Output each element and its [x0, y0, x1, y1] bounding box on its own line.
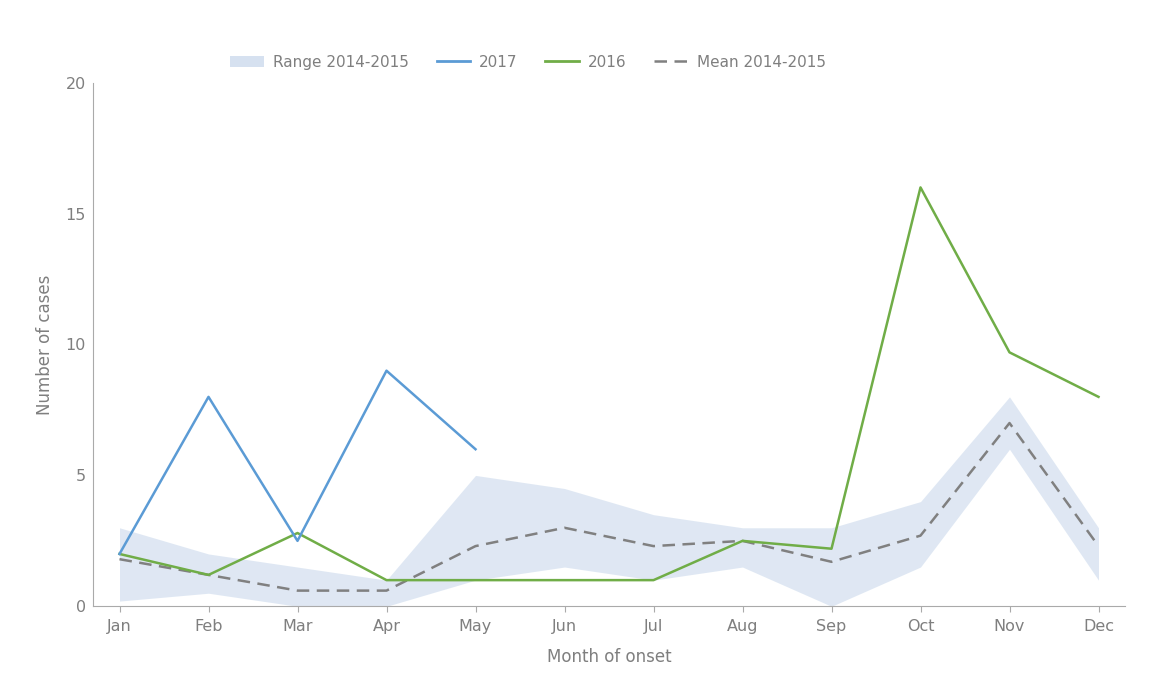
- 2016: [202, 570, 216, 579]
- 2017: [290, 537, 304, 545]
- Mean 2014-2015: [646, 542, 660, 551]
- Line: 2017: 2017: [119, 371, 476, 554]
- Mean 2014-2015: [1092, 542, 1105, 551]
- 2016: [825, 544, 839, 553]
- Mean 2014-2015: [202, 570, 216, 579]
- Mean 2014-2015: [1002, 419, 1016, 427]
- Line: 2016: 2016: [119, 187, 1099, 580]
- 2016: [379, 576, 393, 584]
- 2016: [1092, 393, 1105, 401]
- 2016: [1002, 348, 1016, 356]
- Mean 2014-2015: [290, 586, 304, 595]
- Mean 2014-2015: [735, 537, 749, 545]
- Mean 2014-2015: [379, 586, 393, 595]
- 2017: [379, 367, 393, 375]
- Mean 2014-2015: [558, 524, 572, 532]
- Mean 2014-2015: [914, 531, 928, 539]
- Mean 2014-2015: [825, 557, 839, 566]
- 2016: [914, 183, 928, 192]
- Mean 2014-2015: [469, 542, 483, 551]
- Line: Mean 2014-2015: Mean 2014-2015: [119, 423, 1099, 590]
- Mean 2014-2015: [113, 555, 126, 564]
- 2017: [469, 445, 483, 453]
- 2016: [290, 529, 304, 537]
- 2016: [558, 576, 572, 584]
- Y-axis label: Number of cases: Number of cases: [36, 274, 55, 415]
- 2016: [469, 576, 483, 584]
- Legend: Range 2014-2015, 2017, 2016, Mean 2014-2015: Range 2014-2015, 2017, 2016, Mean 2014-2…: [224, 48, 832, 76]
- 2016: [113, 550, 126, 558]
- 2016: [646, 576, 660, 584]
- 2017: [113, 550, 126, 558]
- 2017: [202, 393, 216, 401]
- X-axis label: Month of onset: Month of onset: [546, 648, 672, 666]
- 2016: [735, 537, 749, 545]
